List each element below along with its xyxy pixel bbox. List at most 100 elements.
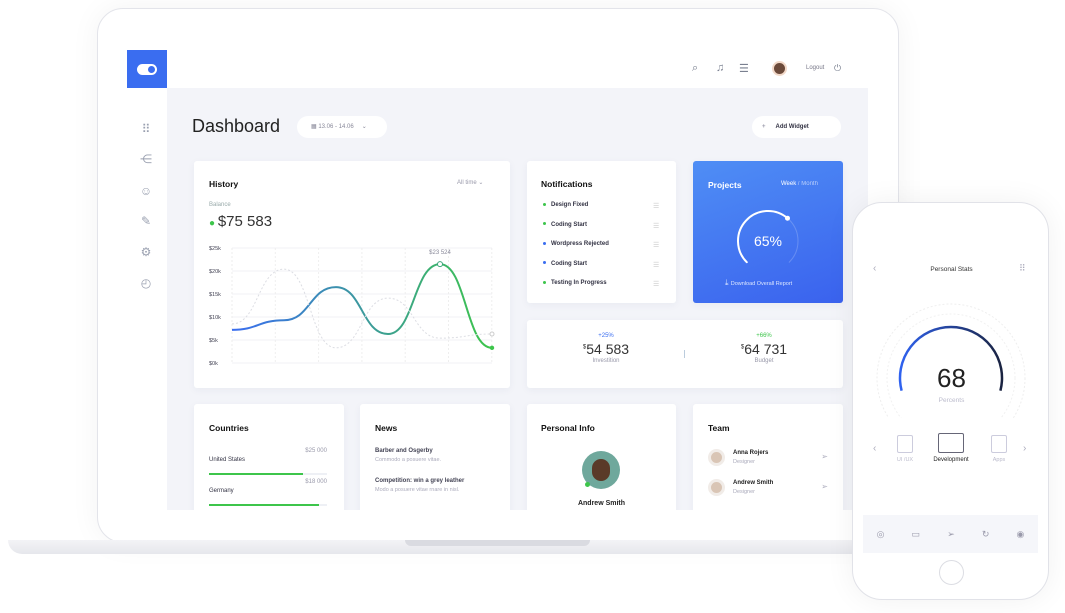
gauge-knob	[784, 215, 790, 221]
stat-label: Investition	[592, 358, 620, 364]
development-icon	[938, 433, 964, 453]
card-title: News	[375, 423, 398, 433]
news-item[interactable]: Barber and Osgerby Commodo a posuere vita…	[375, 448, 442, 463]
design-icon	[897, 435, 913, 453]
tab-month[interactable]: Month	[801, 181, 818, 187]
member-avatar	[708, 449, 725, 466]
y-tick-label: $0k	[209, 361, 218, 367]
team-member: Andrew Smith Designer ➢	[708, 479, 828, 499]
status-dot	[543, 222, 546, 226]
download-report-link[interactable]: ⤓ Download Overall Report	[725, 278, 793, 287]
end-point-comparison	[489, 331, 495, 337]
menu-icon[interactable]: ☰	[653, 242, 660, 249]
stat-value: 64 731	[744, 341, 788, 357]
comparison-series-line	[231, 268, 493, 349]
tooltip-value: $23 524	[429, 250, 451, 256]
palette-icon[interactable]: ◎	[876, 528, 885, 539]
logout-link[interactable]: Logout	[806, 65, 825, 71]
user-check-icon[interactable]: ☺	[139, 184, 153, 198]
send-icon[interactable]: ➢	[821, 452, 828, 461]
pencil-icon[interactable]: ✎	[140, 214, 152, 228]
apps-icon	[991, 435, 1007, 453]
date-range-select[interactable]: ▦ 13.06 - 14.06 ⌄	[297, 116, 387, 138]
notification-item[interactable]: Testing In Progress ☰	[543, 280, 668, 288]
stat-change: +25%	[598, 333, 614, 339]
calendar-icon: ▦	[311, 124, 319, 130]
personal-stats-gauge	[876, 303, 1026, 418]
prev-chevron-icon[interactable]: ‹	[873, 443, 877, 454]
category-item[interactable]: Development	[921, 433, 981, 463]
card-title: Countries	[209, 423, 249, 433]
balance-label: Balance	[209, 202, 231, 208]
share-icon[interactable]: ⋲	[140, 152, 152, 166]
period-toggle[interactable]: Week / Month	[781, 181, 818, 187]
home-button[interactable]	[939, 560, 964, 585]
y-tick-label: $20k	[209, 269, 221, 275]
send-icon[interactable]: ➢	[821, 482, 828, 491]
projects-percent: 65%	[753, 233, 783, 249]
progress-bar	[209, 473, 327, 475]
card-title: Notifications	[541, 179, 593, 189]
phone-title: Personal Stats	[930, 266, 973, 273]
phone-bottom-nav: ◎ ▭ ➢ ↻ ◉	[863, 515, 1038, 553]
card-title: Projects	[708, 180, 742, 190]
menu-icon[interactable]: ☰	[653, 281, 660, 288]
back-chevron-icon[interactable]: ‹	[873, 263, 877, 274]
notification-item[interactable]: Coding Start ☰	[543, 222, 668, 230]
notification-item[interactable]: Design Fixed ☰	[543, 202, 668, 210]
phone-frame: ‹ Personal Stats ⠿ 68 Percents ‹ › ◎ ▭ ➢ ↻ ◉…	[852, 202, 1049, 600]
stats-card: +25% $54 583 Investition +66% $64 731 Budget	[527, 320, 843, 388]
grid-icon[interactable]: ⠿	[141, 122, 151, 136]
menu-icon[interactable]: ☰	[653, 261, 660, 269]
stat-value: 54 583	[586, 341, 630, 357]
y-tick-label: $5k	[209, 338, 218, 344]
stat-change: +66%	[756, 333, 772, 339]
card-title: Personal Info	[541, 423, 595, 433]
status-dot	[543, 202, 546, 206]
status-dot	[543, 241, 546, 245]
grid-icon[interactable]: ⠿	[1019, 263, 1026, 273]
member-avatar	[708, 479, 725, 496]
refresh-icon[interactable]: ↻	[981, 528, 990, 539]
personal-info-card: Personal Info Andrew Smith	[527, 404, 676, 510]
stat-label: Budget	[754, 358, 774, 364]
highlight-point[interactable]	[437, 261, 443, 268]
online-status-dot	[585, 482, 590, 487]
chevron-down-icon: ⌄	[361, 124, 367, 130]
search-icon[interactable]: ⌕	[692, 62, 699, 74]
news-card: News Barber and Osgerby Commodo a posuere…	[360, 404, 510, 510]
send-icon[interactable]: ➢	[947, 528, 955, 539]
news-item[interactable]: Competition: win a grey leather Modo a po…	[375, 478, 465, 493]
menu-icon[interactable]: ☰	[653, 203, 660, 210]
menu-icon[interactable]: ☰	[653, 222, 660, 230]
time-filter[interactable]: All time ⌄	[457, 180, 484, 186]
gauge-progress	[898, 325, 1004, 391]
bell-icon[interactable]: ♫	[716, 62, 725, 74]
add-widget-button[interactable]: + Add Widget	[752, 116, 841, 138]
balance-value: ● $75 583	[209, 213, 273, 230]
sliders-icon[interactable]: ☰	[739, 63, 749, 75]
history-icon[interactable]: ◴	[140, 276, 152, 290]
category-item[interactable]: Apps	[969, 435, 1029, 463]
countries-card: Countries United States $25 000 Germany $18…	[194, 404, 344, 510]
gear-icon[interactable]: ⚙	[140, 245, 152, 259]
notification-item[interactable]: Wordpress Rejected ☰	[543, 241, 668, 249]
avatar[interactable]	[772, 61, 787, 76]
globe-icon[interactable]: ◉	[1016, 528, 1025, 539]
notification-item[interactable]: Coding Start ☰	[543, 261, 668, 269]
download-icon: ⤓	[725, 278, 731, 287]
tab-week[interactable]: Week	[781, 181, 797, 187]
page-title: Dashboard	[192, 116, 281, 136]
y-tick-label: $15k	[209, 292, 221, 298]
stat-item: +66% $64 731 Budget	[685, 333, 843, 364]
end-point	[489, 345, 495, 351]
laptop-notch	[405, 540, 590, 546]
logo[interactable]	[127, 50, 167, 88]
next-chevron-icon[interactable]: ›	[1023, 443, 1027, 454]
laptop-base	[8, 540, 975, 554]
power-icon[interactable]: ⏻	[834, 63, 842, 73]
history-chart: $0k $5k $10k $15k $20k $25k $23 524	[209, 246, 495, 367]
category-item[interactable]: UI /UX	[875, 435, 935, 463]
progress-bar	[209, 504, 327, 506]
calendar-icon[interactable]: ▭	[911, 528, 921, 539]
